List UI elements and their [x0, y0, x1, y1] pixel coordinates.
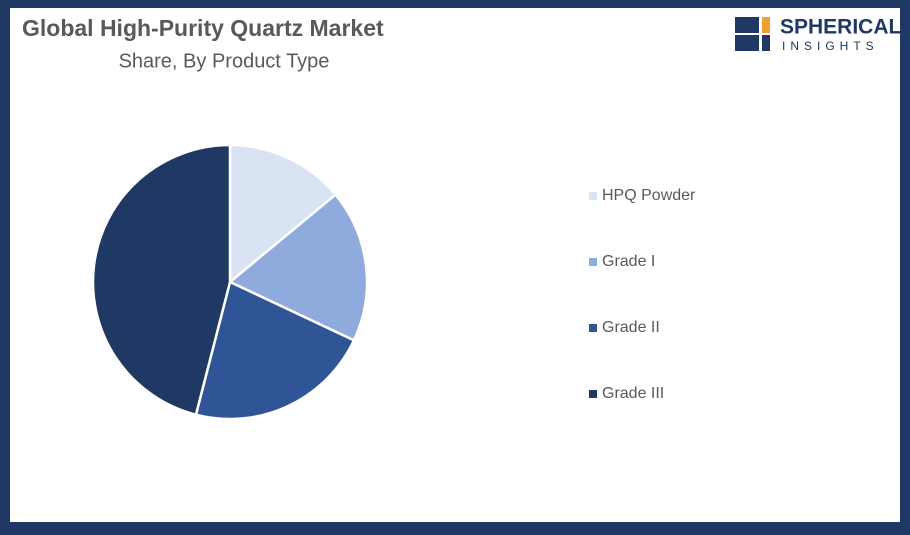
legend: HPQ Powder Grade I Grade II Grade III — [589, 187, 696, 402]
chart-title: Global High-Purity Quartz Market — [22, 15, 384, 41]
legend-label: HPQ Powder — [602, 187, 696, 204]
legend-label: Grade I — [602, 253, 655, 270]
logo-text: SPHERICAL — [780, 16, 902, 39]
pie-slice — [228, 143, 338, 285]
logo-tagline: INSIGHTS — [782, 39, 879, 53]
legend-label: Grade III — [602, 385, 664, 402]
logo-icon — [762, 17, 770, 33]
pie-slice — [91, 143, 232, 417]
logo-icon — [762, 35, 770, 51]
logo-icon — [735, 35, 759, 51]
pie — [91, 143, 369, 421]
chart-subtitle: Share, By Product Type — [119, 50, 330, 72]
legend-label: Grade II — [602, 319, 660, 336]
pie-slice — [194, 280, 356, 421]
logo: SPHERICAL INSIGHTS — [735, 16, 902, 53]
legend-swatch — [589, 192, 597, 200]
legend-swatch — [589, 324, 597, 332]
pie-slice — [227, 192, 369, 342]
legend-swatch — [589, 390, 597, 398]
logo-icon — [735, 17, 759, 33]
legend-swatch — [589, 258, 597, 266]
